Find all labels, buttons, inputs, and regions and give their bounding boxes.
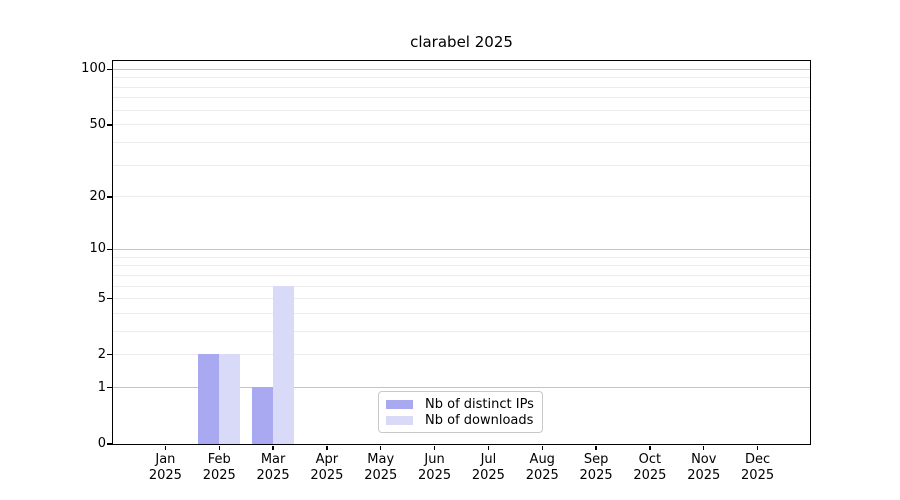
y-tick-label: 0 bbox=[97, 436, 106, 451]
x-tick-mark bbox=[649, 445, 651, 450]
minor-gridline bbox=[112, 196, 810, 198]
x-tick-mark bbox=[218, 445, 220, 450]
x-tick-label: Aug 2025 bbox=[525, 452, 559, 483]
x-tick-label: Nov 2025 bbox=[687, 452, 721, 483]
y-tick-mark bbox=[107, 297, 112, 300]
minor-gridline bbox=[112, 312, 810, 314]
minor-gridline bbox=[112, 124, 810, 126]
legend-label-downloads: Nb of downloads bbox=[425, 412, 534, 428]
x-tick-mark bbox=[595, 445, 597, 450]
x-tick-mark bbox=[487, 445, 490, 450]
bar-downloads-feb bbox=[218, 354, 240, 444]
bar-distinct-ips-feb bbox=[197, 354, 219, 444]
minor-gridline bbox=[112, 330, 810, 332]
y-tick-mark bbox=[107, 68, 112, 71]
y-tick-mark bbox=[107, 387, 112, 389]
legend: Nb of distinct IPs Nb of downloads bbox=[378, 391, 543, 433]
minor-gridline bbox=[112, 86, 810, 88]
chart-title: clarabel 2025 bbox=[410, 33, 513, 51]
major-gridline bbox=[112, 68, 810, 70]
x-tick-label: Jun 2025 bbox=[418, 452, 452, 483]
x-tick-label: Feb 2025 bbox=[202, 452, 236, 483]
x-tick-mark bbox=[703, 445, 705, 450]
x-tick-mark bbox=[380, 445, 382, 450]
downloads-swatch bbox=[386, 415, 413, 425]
legend-item-distinct-ips: Nb of distinct IPs bbox=[386, 396, 535, 412]
y-tick-label: 100 bbox=[81, 61, 106, 77]
y-tick-mark bbox=[107, 124, 112, 126]
minor-gridline bbox=[112, 285, 810, 287]
y-tick-mark bbox=[107, 196, 112, 198]
x-tick-label: Jul 2025 bbox=[471, 452, 505, 483]
x-tick-label: Sep 2025 bbox=[579, 452, 613, 483]
legend-item-downloads: Nb of downloads bbox=[386, 412, 535, 428]
minor-gridline bbox=[112, 354, 810, 356]
x-tick-mark bbox=[326, 445, 328, 450]
x-tick-mark bbox=[164, 445, 167, 450]
x-tick-mark bbox=[541, 445, 543, 450]
x-tick-label: Apr 2025 bbox=[310, 452, 344, 483]
y-tick-label: 50 bbox=[89, 116, 106, 132]
minor-gridline bbox=[112, 109, 810, 111]
bar-distinct-ips-mar bbox=[251, 387, 273, 444]
x-tick-mark bbox=[272, 445, 274, 450]
minor-gridline bbox=[112, 256, 810, 258]
major-gridline bbox=[112, 387, 810, 389]
minor-gridline bbox=[112, 97, 810, 99]
plot-area bbox=[111, 59, 811, 445]
minor-gridline bbox=[112, 265, 810, 267]
x-tick-mark bbox=[756, 445, 759, 450]
x-tick-label: Oct 2025 bbox=[633, 452, 667, 483]
major-gridline bbox=[112, 248, 810, 250]
x-tick-label: Jan 2025 bbox=[148, 452, 182, 483]
x-tick-label: Mar 2025 bbox=[256, 452, 290, 483]
legend-label-distinct-ips: Nb of distinct IPs bbox=[425, 396, 534, 412]
y-tick-label: 10 bbox=[89, 241, 106, 257]
minor-gridline bbox=[112, 298, 810, 300]
minor-gridline bbox=[112, 142, 810, 144]
distinct-ips-swatch bbox=[386, 399, 413, 409]
x-tick-mark bbox=[433, 445, 436, 450]
minor-gridline bbox=[112, 274, 810, 276]
y-tick-label: 20 bbox=[89, 188, 106, 204]
y-tick-mark bbox=[107, 443, 112, 445]
y-tick-label: 5 bbox=[97, 290, 106, 306]
bar-downloads-mar bbox=[272, 285, 294, 444]
y-tick-mark bbox=[107, 248, 112, 250]
minor-gridline bbox=[112, 164, 810, 166]
minor-gridline bbox=[112, 77, 810, 79]
x-tick-label: May 2025 bbox=[364, 452, 398, 483]
x-tick-label: Dec 2025 bbox=[741, 452, 775, 483]
y-tick-label: 2 bbox=[97, 346, 106, 362]
y-tick-label: 1 bbox=[97, 379, 106, 395]
y-tick-mark bbox=[107, 354, 112, 356]
